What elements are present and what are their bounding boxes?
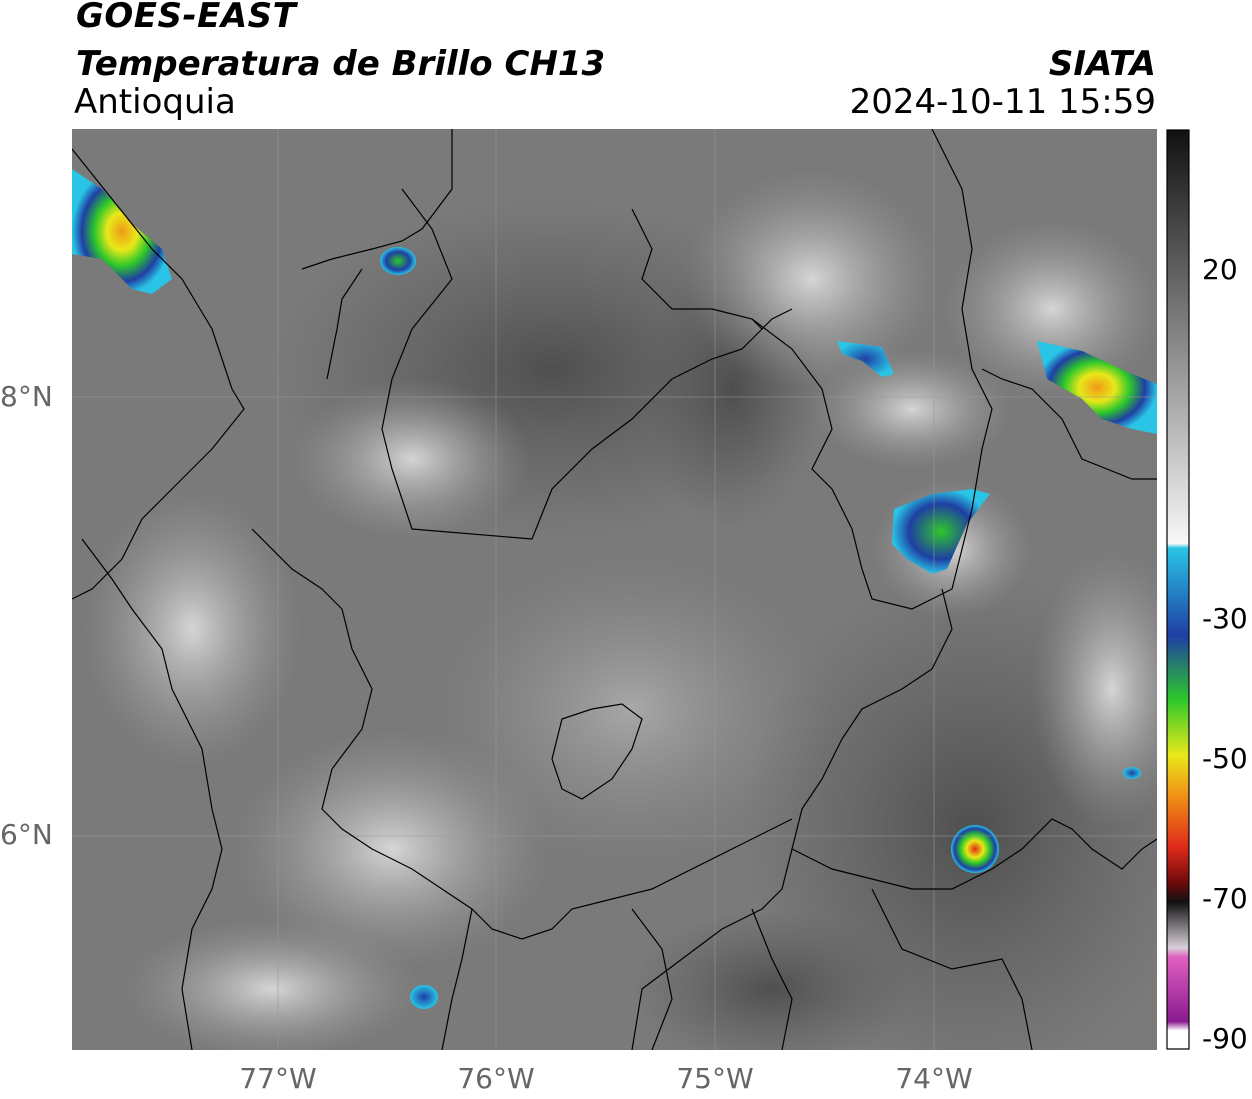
cloud-patch (292, 379, 532, 539)
datetime-label: 2024-10-11 15:59 (849, 82, 1156, 122)
convective-cell (951, 825, 999, 873)
cloud-patch (942, 219, 1157, 399)
colorbar-label: 20 (1202, 253, 1238, 286)
convective-cell (837, 341, 894, 377)
lon-label: 76°W (457, 1062, 535, 1095)
region-label: Antioquia (74, 82, 236, 122)
brand-label: SIATA (1048, 44, 1156, 84)
colorbar-label: -50 (1202, 742, 1248, 775)
lat-label: 8°N (0, 380, 53, 413)
cloud-patch (812, 349, 1012, 469)
title: GOES-EAST (76, 0, 297, 36)
cloud-patch (682, 169, 942, 389)
lon-label: 75°W (676, 1062, 754, 1095)
graticule (72, 129, 1157, 1050)
colorbar-label: -90 (1202, 1022, 1248, 1055)
lat-label: 6°N (0, 818, 53, 851)
convective-cell (72, 169, 172, 294)
lon-label: 74°W (895, 1062, 973, 1095)
colorbar-label: -70 (1202, 882, 1248, 915)
cloud-patch (82, 489, 302, 769)
cloud-patch (432, 549, 832, 869)
cloud-patch (1032, 549, 1157, 829)
subtitle: Temperatura de Brillo CH13 (76, 44, 606, 84)
boundaries (72, 129, 1157, 1050)
satellite-map[interactable] (72, 129, 1157, 1050)
convective-cell (410, 985, 438, 1009)
colorbar-label: -30 (1202, 602, 1248, 635)
convective-cell (1037, 341, 1157, 434)
convective-cell (380, 247, 416, 275)
convective-cell (892, 489, 990, 574)
colorbar (1166, 129, 1190, 1050)
cloud-patch (122, 919, 422, 1050)
lon-label: 77°W (239, 1062, 317, 1095)
convective-cell (1123, 767, 1141, 779)
